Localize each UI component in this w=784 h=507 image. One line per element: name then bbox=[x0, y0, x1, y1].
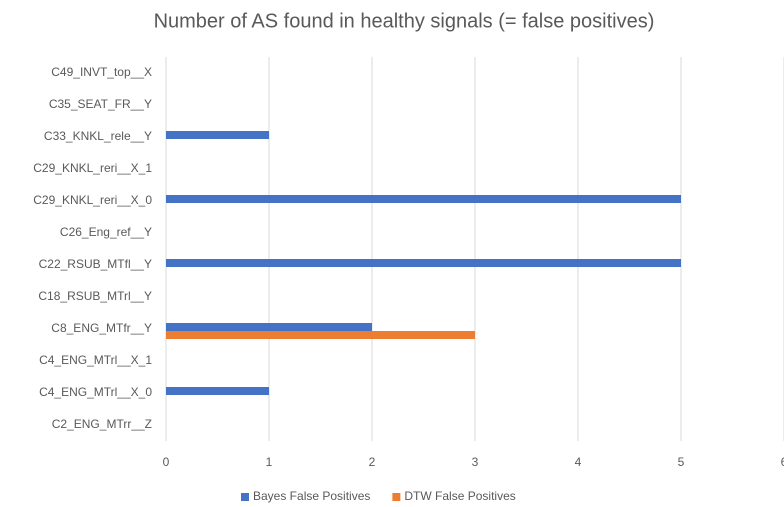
y-tick-label: C4_ENG_MTrl__X_0 bbox=[39, 385, 152, 399]
x-tick-label: 4 bbox=[575, 455, 582, 469]
x-tick-label: 3 bbox=[472, 455, 479, 469]
x-tick-label: 2 bbox=[369, 455, 376, 469]
bar bbox=[166, 195, 681, 203]
legend-label: Bayes False Positives bbox=[253, 489, 370, 503]
y-tick-label: C2_ENG_MTrr__Z bbox=[52, 417, 152, 431]
y-tick-label: C26_Eng_ref__Y bbox=[60, 225, 152, 239]
y-tick-label: C33_KNKL_rele__Y bbox=[44, 129, 152, 143]
legend-swatch bbox=[392, 493, 401, 501]
y-tick-label: C4_ENG_MTrl__X_1 bbox=[39, 353, 152, 367]
y-tick-label: C49_INVT_top__X bbox=[51, 65, 152, 79]
y-tick-label: C29_KNKL_reri__X_0 bbox=[33, 193, 152, 207]
y-tick-label: C18_RSUB_MTrl__Y bbox=[38, 289, 152, 303]
chart-title: Number of AS found in healthy signals (=… bbox=[154, 10, 655, 32]
x-tick-label: 5 bbox=[678, 455, 685, 469]
bar bbox=[166, 131, 269, 139]
legend-label: DTW False Positives bbox=[404, 489, 515, 503]
x-tick-label: 0 bbox=[163, 455, 170, 469]
y-tick-label: C35_SEAT_FR__Y bbox=[49, 97, 152, 111]
bar bbox=[166, 259, 681, 267]
bar bbox=[166, 387, 269, 395]
bar bbox=[166, 331, 475, 339]
x-tick-label: 1 bbox=[266, 455, 273, 469]
y-tick-label: C8_ENG_MTfr__Y bbox=[51, 321, 152, 335]
x-tick-label: 6 bbox=[781, 455, 784, 469]
legend-swatch bbox=[241, 493, 249, 501]
y-tick-label: C22_RSUB_MTfl__Y bbox=[39, 257, 152, 271]
bar bbox=[166, 323, 372, 331]
y-tick-label: C29_KNKL_reri__X_1 bbox=[33, 161, 152, 175]
